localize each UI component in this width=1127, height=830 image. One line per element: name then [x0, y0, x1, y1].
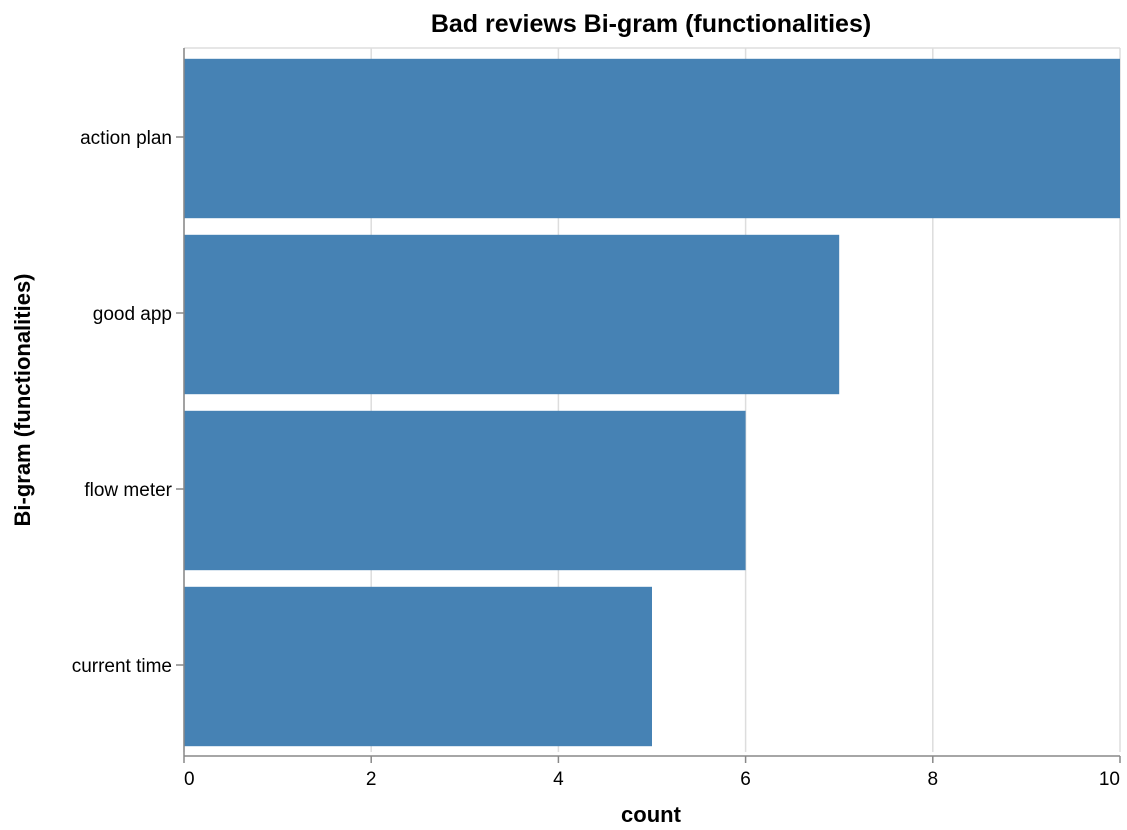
x-tick-label: 4 — [553, 769, 564, 790]
y-axis-title: Bi-gram (functionalities) — [10, 273, 35, 526]
bar-action-plan — [184, 58, 1120, 219]
y-axis: action plan good app flow meter current tim… — [72, 48, 185, 756]
x-tick-label: 2 — [366, 769, 377, 790]
bar-good-app — [184, 234, 840, 395]
x-tick-label: 0 — [184, 769, 195, 790]
y-tick-label: good app — [93, 304, 172, 325]
x-axis: 0 2 4 6 8 10 — [183, 755, 1121, 790]
y-tick-label: action plan — [80, 128, 172, 149]
x-axis-title: count — [621, 802, 682, 827]
bar-flow-meter — [184, 410, 746, 571]
x-tick-label: 8 — [928, 769, 939, 790]
bars — [184, 58, 1120, 747]
x-tick-label: 6 — [740, 769, 751, 790]
y-tick-label: current time — [72, 656, 172, 677]
x-tick-label: 10 — [1099, 769, 1120, 790]
chart-title: Bad reviews Bi-gram (functionalities) — [431, 10, 871, 38]
y-tick-label: flow meter — [84, 480, 172, 501]
bar-current-time — [184, 586, 652, 747]
